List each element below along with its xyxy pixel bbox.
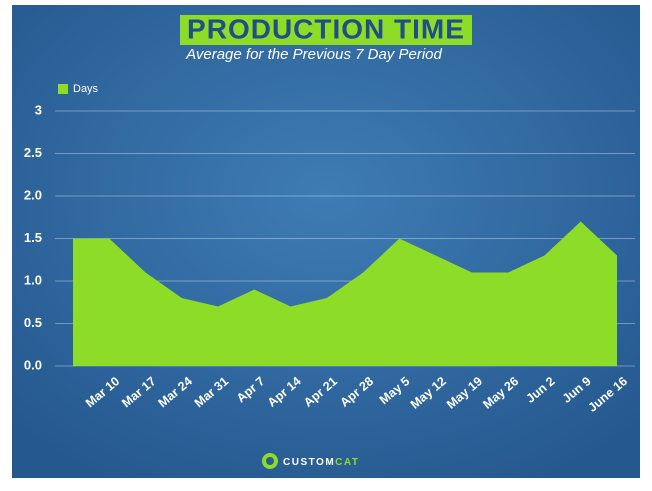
chart-title: PRODUCTION TIME (187, 13, 465, 44)
logo-text: CUSTOMCAT (283, 457, 359, 468)
chart-subtitle: Average for the Previous 7 Day Period (185, 46, 442, 63)
logo-text-1: CUSTOM (283, 457, 335, 468)
background (12, 5, 640, 478)
y-tick-label: 2.5 (24, 145, 42, 160)
y-tick-label: 1.5 (24, 230, 42, 245)
y-tick-label: 0.5 (24, 315, 42, 330)
logo: CUSTOMCAT (262, 453, 359, 469)
title-highlight (180, 15, 472, 45)
y-tick-label: 2.0 (24, 187, 42, 202)
y-tick-label: 3 (35, 102, 42, 117)
y-tick-label: 1.0 (24, 272, 42, 287)
y-tick-label: 0.0 (24, 357, 42, 372)
area (73, 221, 617, 366)
legend-label: Days (73, 83, 99, 95)
logo-icon-inner (266, 457, 274, 465)
logo-text-2: CAT (335, 457, 359, 468)
legend-swatch (58, 84, 68, 94)
